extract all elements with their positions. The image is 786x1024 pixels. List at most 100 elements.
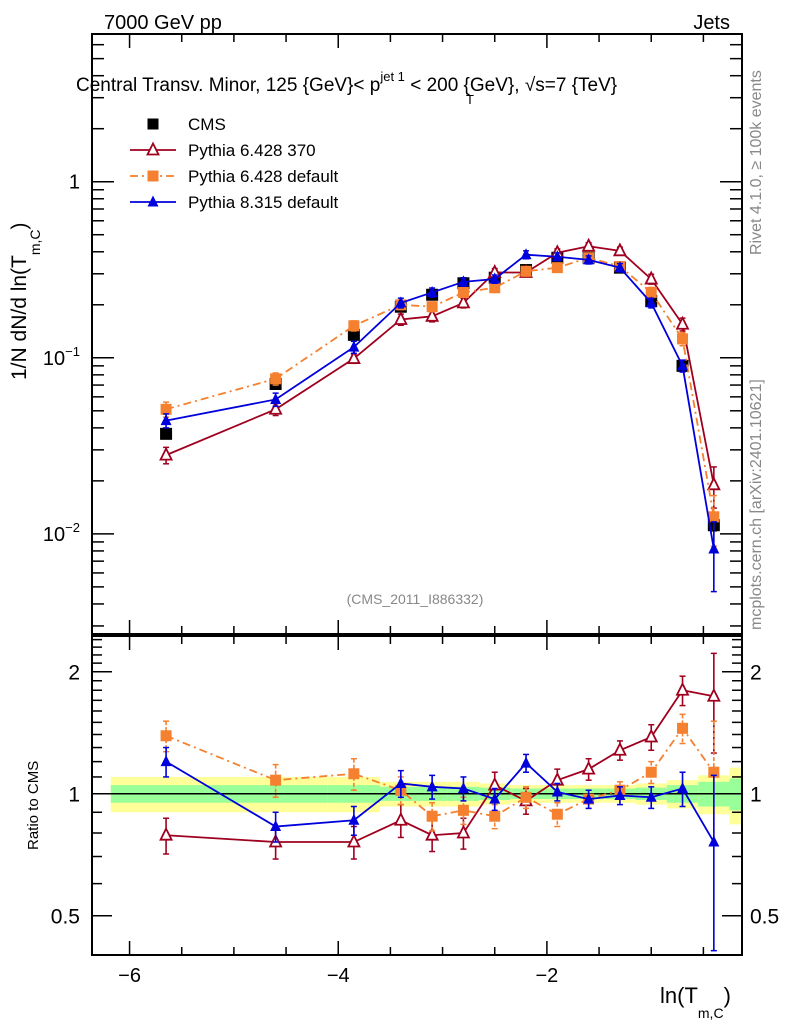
legend-label: CMS	[188, 115, 226, 134]
xlabel-post: )	[724, 983, 731, 1008]
data-point-triangle	[160, 755, 172, 767]
y-tick-label-exp: −2	[65, 520, 80, 535]
data-point-square	[270, 774, 282, 786]
main-plot-frame	[91, 33, 743, 635]
data-point-triangle	[348, 340, 360, 352]
data-point-open-triangle	[612, 741, 627, 756]
ratio-y-tick-label-right: 0.5	[750, 906, 779, 929]
data-point-open-triangle	[346, 350, 361, 364]
x-tick-label: −2	[535, 965, 558, 987]
ratio-y-tick-label-left: 2	[68, 662, 80, 685]
data-point-square	[489, 282, 501, 294]
series-cms	[160, 251, 720, 532]
series-pythia-8-315-default	[160, 746, 720, 952]
data-point-open-triangle	[456, 824, 471, 839]
data-point-square	[677, 333, 689, 345]
main-axis-ticks: 110−110−2	[43, 34, 742, 634]
data-point-square	[270, 373, 282, 385]
series-line	[165, 253, 715, 550]
data-point-square	[147, 118, 159, 130]
data-point-square	[160, 403, 172, 415]
x-tick-label: −6	[118, 965, 141, 987]
data-point-triangle	[677, 359, 689, 371]
data-point-square	[147, 170, 159, 182]
data-point-square	[457, 804, 469, 816]
series-line	[165, 245, 715, 485]
xlabel: ln(Tm,C)	[660, 983, 731, 1021]
series-pythia-6-428-370	[159, 652, 721, 860]
y-tick-label: 1	[69, 172, 80, 194]
data-point-open-triangle	[425, 826, 440, 841]
data-point-square	[645, 766, 657, 778]
data-point-triangle	[270, 820, 282, 832]
data-point-triangle	[426, 780, 438, 792]
ratio-y-tick-label-left: 0.5	[51, 906, 80, 929]
data-point-open-triangle	[346, 833, 361, 848]
data-point-square	[160, 427, 173, 440]
data-point-triangle	[520, 248, 532, 260]
data-point-square	[489, 810, 501, 822]
y-tick-label: 10−1	[43, 344, 80, 370]
data-point-open-triangle	[146, 141, 160, 156]
data-point-square	[677, 722, 689, 734]
data-point-square	[708, 766, 720, 778]
data-point-open-triangle	[425, 307, 440, 322]
data-point-square	[551, 808, 563, 820]
legend-label: Pythia 8.315 default	[188, 193, 339, 212]
data-point-open-triangle	[581, 237, 596, 252]
svg-text:1/N dN/d ln(Tm,C): 1/N dN/d ln(Tm,C)	[8, 222, 43, 380]
data-point-open-triangle	[393, 811, 408, 826]
data-point-triangle	[614, 788, 626, 800]
data-point-open-triangle	[675, 315, 690, 330]
data-point-triangle	[160, 414, 172, 426]
main-ylabel-pre: 1/N dN/d ln(T	[8, 255, 31, 380]
header-left: 7000 GeV pp	[104, 12, 222, 34]
data-point-open-triangle	[644, 728, 659, 743]
data-point-square	[348, 768, 360, 780]
mcplots-credit-text: mcplots.cern.ch [arXiv:2401.10621]	[748, 379, 765, 630]
data-point-open-triangle	[612, 242, 627, 257]
data-point-square	[426, 301, 438, 313]
data-point-triangle	[551, 250, 563, 262]
data-point-triangle	[614, 261, 626, 273]
data-point-open-triangle	[581, 760, 596, 775]
series-line	[166, 689, 714, 843]
data-point-triangle	[520, 756, 532, 768]
legend-item: Pythia 6.428 default	[130, 167, 339, 186]
data-point-square	[426, 810, 438, 822]
data-point-triangle	[348, 813, 360, 825]
data-point-triangle	[645, 296, 657, 308]
data-point-open-triangle	[675, 681, 690, 696]
main-ylabel-post: )	[8, 222, 31, 229]
data-point-square	[520, 265, 532, 277]
plot-title-post: < 200 {GeV}, √s=7 {TeV}	[405, 75, 617, 96]
data-point-square	[520, 791, 532, 803]
series-line	[165, 256, 715, 517]
data-point-triangle	[708, 542, 720, 554]
legend-label: Pythia 6.428 default	[188, 167, 339, 186]
data-point-triangle	[457, 782, 469, 794]
ratio-ylabel-text: Ratio to CMS	[25, 761, 42, 850]
data-point-triangle	[551, 785, 563, 797]
data-point-triangle	[645, 790, 657, 802]
data-point-square	[348, 320, 360, 332]
data-point-open-triangle	[706, 687, 721, 702]
data-point-triangle	[708, 835, 720, 847]
data-point-open-triangle	[644, 270, 659, 285]
data-point-square	[457, 286, 469, 298]
series-pythia-6-428-370	[159, 237, 721, 509]
y-tick-label: 10−2	[43, 520, 80, 546]
data-point-triangle	[395, 776, 407, 788]
xlabel-sub: m,C	[698, 1005, 724, 1021]
y-tick-label-base: 10	[43, 348, 65, 370]
data-point-open-triangle	[706, 476, 721, 491]
data-point-triangle	[583, 792, 595, 804]
data-point-square	[708, 511, 720, 523]
plot-title-sup: jet 1	[379, 69, 405, 84]
legend-item: Pythia 6.428 370	[130, 141, 316, 160]
ratio-y-tick-label-right: 1	[750, 784, 762, 807]
series-pythia-8-315-default	[160, 248, 720, 593]
data-point-triangle	[489, 272, 501, 284]
ratio-y-tick-label-left: 1	[68, 784, 80, 807]
header-right: Jets	[693, 12, 730, 34]
